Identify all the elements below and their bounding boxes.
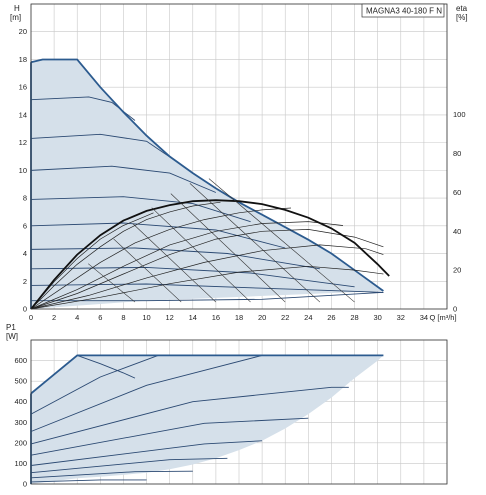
- power-curve-0: [77, 354, 136, 379]
- efficiency-limit-curve: [30, 199, 390, 310]
- x-tick-label: 22: [281, 313, 289, 322]
- x-tick-label: 2: [52, 313, 56, 322]
- model-label: MAGNA3 40-180 F N: [366, 7, 442, 16]
- x-tick-label: 26: [327, 313, 335, 322]
- y-tick-label: 2: [23, 277, 27, 286]
- operating-line-1: [113, 238, 182, 303]
- operating-line-0: [88, 263, 136, 303]
- power-y-tick-label: 200: [14, 438, 27, 447]
- eta-tick-label: 20: [453, 266, 461, 275]
- efficiency-curve-6: [30, 265, 384, 310]
- power-envelope-fill: [31, 355, 384, 484]
- operating-line-4: [170, 193, 286, 303]
- y-axis-label-eta-unit: [%]: [456, 13, 468, 22]
- power-curve-4: [30, 417, 309, 456]
- power-envelope-top: [30, 354, 384, 395]
- x-tick-label: 12: [165, 313, 173, 322]
- speed-curve-6: [30, 266, 355, 288]
- speed-curve-1: [30, 133, 182, 166]
- efficiency-curve-1: [30, 201, 221, 310]
- x-tick-label: 16: [212, 313, 220, 322]
- x-tick-label: 24: [304, 313, 312, 322]
- operating-line-3: [151, 207, 251, 303]
- x-tick-label: 0: [29, 313, 33, 322]
- y-tick-label: 16: [19, 83, 27, 92]
- x-tick-label: 20: [258, 313, 266, 322]
- eta-tick-label: 60: [453, 188, 461, 197]
- y-tick-label: 8: [23, 194, 27, 203]
- power-y-tick-label: 500: [14, 377, 27, 386]
- y-axis-label-power-unit: [W]: [6, 332, 18, 341]
- y-tick-label: 6: [23, 221, 27, 230]
- speed-curve-2: [30, 165, 217, 193]
- x-tick-label: 6: [98, 313, 102, 322]
- power-curve-2: [30, 354, 263, 432]
- efficiency-curve-3: [30, 221, 344, 310]
- efficiency-curve-5: [30, 244, 384, 310]
- x-tick-label: Q [m³/h]: [429, 313, 456, 322]
- power-curve-6: [30, 457, 228, 474]
- power-curve-1: [30, 354, 159, 415]
- y-tick-label: 10: [19, 166, 27, 175]
- x-tick-label: 4: [75, 313, 79, 322]
- bottom-plot-frame: [30, 339, 448, 485]
- model-label-box: [361, 3, 445, 18]
- operating-line-6: [208, 178, 355, 303]
- top-plot-frame: [30, 3, 448, 310]
- speed-curve-8: [30, 291, 384, 302]
- y-tick-label: 18: [19, 55, 27, 64]
- efficiency-curve-4: [30, 229, 384, 310]
- envelope-curve: [30, 58, 384, 292]
- y-tick-label: 14: [19, 110, 27, 119]
- power-y-tick-label: 300: [14, 418, 27, 427]
- x-tick-label: 8: [121, 313, 125, 322]
- operating-line-5: [189, 183, 321, 303]
- speed-curve-7: [30, 283, 384, 293]
- efficiency-curve-0: [30, 212, 154, 310]
- envelope-fill: [31, 59, 384, 309]
- power-y-tick-label: 600: [14, 356, 27, 365]
- power-curve-3: [30, 386, 349, 445]
- x-tick-label: 18: [235, 313, 243, 322]
- eta-tick-label: 100: [453, 110, 466, 119]
- eta-tick-label: 80: [453, 149, 461, 158]
- efficiency-curve-2: [30, 207, 292, 310]
- x-tick-label: 28: [350, 313, 358, 322]
- x-tick-label: 14: [189, 313, 197, 322]
- y-axis-label-power-p1: P1: [6, 323, 16, 332]
- y-tick-label: 4: [23, 249, 27, 258]
- y-tick-label: 12: [19, 138, 27, 147]
- head-flow-chart: 0 2 4 6 8 10 12 14 16 18 20 22 24 26 28 30 32 34 Q [m³/h]0…: [19, 3, 466, 322]
- x-tick-label: 30: [373, 313, 381, 322]
- power-y-tick-label: 0: [23, 480, 27, 489]
- x-tick-label: 10: [142, 313, 150, 322]
- eta-tick-label: 40: [453, 227, 461, 236]
- y-axis-label-head-unit: [m]: [10, 13, 21, 22]
- power-curve-7: [30, 470, 193, 479]
- eta-tick-label: 0: [453, 305, 457, 314]
- power-chart: 0 100 200 300 400 500 600: [14, 339, 448, 489]
- y-axis-label-eta: eta: [456, 4, 468, 13]
- power-curve-5: [30, 440, 263, 466]
- power-curve-8: [30, 479, 147, 483]
- y-tick-label: 0: [23, 305, 27, 314]
- x-tick-label: 34: [420, 313, 428, 322]
- x-tick-label: 32: [397, 313, 405, 322]
- power-y-tick-label: 100: [14, 459, 27, 468]
- operating-line-2: [132, 223, 217, 303]
- y-tick-label: 20: [19, 27, 27, 36]
- y-axis-label-head-h: H: [14, 4, 20, 13]
- power-y-tick-label: 400: [14, 397, 27, 406]
